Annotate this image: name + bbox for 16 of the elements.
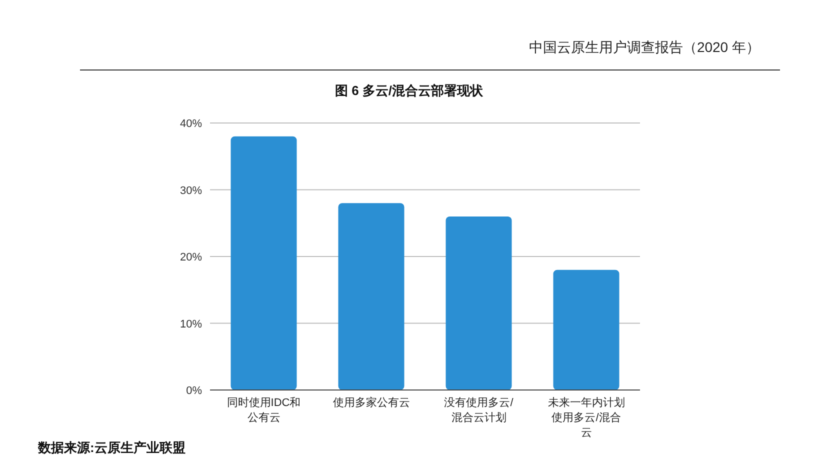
x-tick-label: 没有使用多云/混合云计划 bbox=[444, 397, 514, 424]
y-tick-label: 0% bbox=[186, 385, 202, 397]
x-tick-label: 未来一年内计划使用多云/混合云 bbox=[548, 396, 625, 439]
text: 中国云原生用户调查报告（2020 年） bbox=[528, 39, 760, 55]
y-tick-label: 30% bbox=[180, 184, 202, 197]
chart-title: 图 6 多云/混合云部署现状 bbox=[334, 83, 484, 98]
y-tick-label: 20% bbox=[180, 252, 202, 264]
bar bbox=[553, 270, 620, 390]
y-tick-label: 40% bbox=[180, 118, 202, 130]
bar bbox=[338, 203, 404, 390]
bar bbox=[446, 216, 512, 390]
source-note: 数据来源:云原生产业联盟 bbox=[37, 440, 186, 455]
y-tick-label: 10% bbox=[180, 318, 202, 330]
x-tick-label: 同时使用IDC和公有云 bbox=[226, 396, 301, 424]
bar bbox=[230, 136, 297, 390]
x-tick-label: 使用多家公有云 bbox=[332, 396, 410, 409]
